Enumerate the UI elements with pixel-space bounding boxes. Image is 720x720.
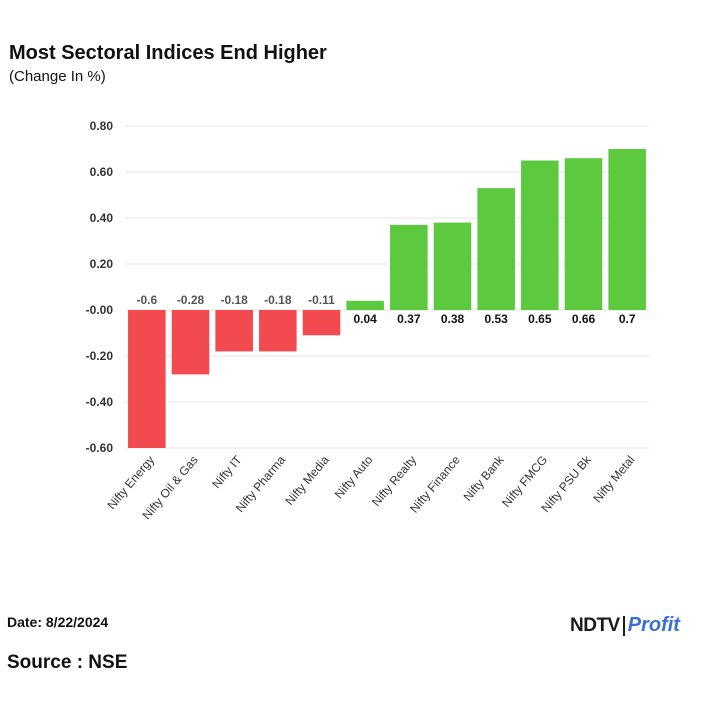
logo-separator <box>622 615 625 636</box>
bar-nifty-realty <box>390 224 428 310</box>
data-label: -0.18 <box>264 293 292 307</box>
bar-nifty-energy <box>128 310 166 448</box>
ndtv-profit-logo: NDTV Profit <box>570 614 680 642</box>
y-tick-label: -0.40 <box>86 395 114 409</box>
category-label: Nifty IT <box>209 452 245 491</box>
bar-nifty-oil-gas <box>171 310 210 375</box>
bar-nifty-finance <box>433 222 472 310</box>
bar-chart: 0.80 0.60 0.40 0.20 -0.00 -0.20 -0.40 -0.60 -0.… <box>86 119 649 522</box>
grid-lines <box>125 125 649 449</box>
bar-nifty-media <box>302 310 341 336</box>
bar-nifty-psu-bk <box>564 158 603 310</box>
bar-nifty-it <box>215 310 253 352</box>
category-label: Nifty Metal <box>590 453 637 505</box>
data-label: -0.18 <box>220 293 248 307</box>
category-label: Nifty Bank <box>461 452 508 504</box>
data-label: 0.53 <box>484 312 508 326</box>
data-label: 0.37 <box>397 312 421 326</box>
data-label: -0.28 <box>177 293 205 307</box>
data-label: 0.7 <box>619 312 636 326</box>
logo-ndtv-text: NDTV <box>570 614 620 636</box>
y-axis-ticks: 0.80 0.60 0.40 0.20 -0.00 -0.20 -0.40 -0.60 <box>86 119 114 455</box>
y-tick-label: -0.00 <box>86 303 114 317</box>
bars <box>128 149 646 448</box>
data-label: 0.04 <box>353 312 377 326</box>
bar-nifty-auto <box>346 300 384 310</box>
data-label: 0.38 <box>441 312 465 326</box>
data-label: -0.11 <box>308 293 335 307</box>
logo-profit-text: Profit <box>627 614 680 636</box>
bar-nifty-pharma <box>259 310 297 352</box>
chart-subtitle: (Change In %) <box>9 68 106 85</box>
y-tick-label: -0.20 <box>86 349 114 363</box>
data-labels: -0.6 -0.28 -0.18 -0.18 -0.11 0.04 0.37 0.38 0.53… <box>136 293 635 326</box>
y-tick-label: 0.60 <box>90 165 114 179</box>
date-label: Date: 8/22/2024 <box>7 614 109 630</box>
y-tick-label: -0.60 <box>86 441 114 455</box>
source-label: Source : NSE <box>7 652 128 673</box>
y-tick-label: 0.40 <box>90 211 114 225</box>
bar-nifty-metal <box>608 149 646 310</box>
bar-nifty-fmcg <box>521 160 559 310</box>
category-label: Nifty Auto <box>332 453 376 502</box>
category-label: Nifty Media <box>282 453 332 508</box>
y-tick-label: 0.20 <box>90 257 114 271</box>
data-label: 0.66 <box>572 312 596 326</box>
bar-nifty-bank <box>477 188 515 310</box>
data-label: 0.65 <box>528 312 552 326</box>
y-tick-label: 0.80 <box>90 119 114 133</box>
chart-title: Most Sectoral Indices End Higher <box>9 42 327 64</box>
data-label: -0.6 <box>136 293 157 307</box>
